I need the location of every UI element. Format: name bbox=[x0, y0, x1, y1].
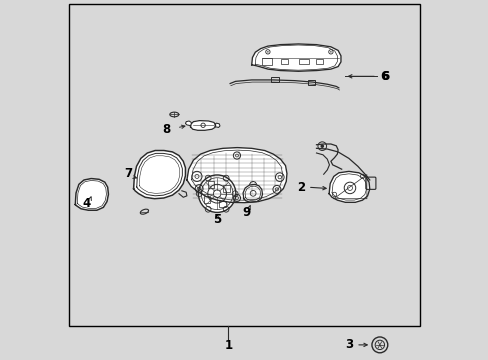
Bar bbox=[69, 4, 419, 326]
Polygon shape bbox=[190, 121, 215, 130]
Polygon shape bbox=[185, 121, 191, 126]
Text: 1: 1 bbox=[224, 339, 232, 352]
Bar bbox=[219, 201, 225, 207]
Text: 8: 8 bbox=[162, 123, 170, 136]
Text: 7: 7 bbox=[124, 167, 132, 180]
Bar bbox=[280, 59, 287, 64]
Bar bbox=[316, 59, 322, 64]
Circle shape bbox=[198, 175, 235, 212]
Polygon shape bbox=[75, 179, 108, 210]
Bar bbox=[307, 80, 314, 85]
Text: 9: 9 bbox=[242, 206, 250, 219]
Circle shape bbox=[329, 51, 331, 53]
Text: 4: 4 bbox=[82, 197, 91, 210]
Text: 6: 6 bbox=[380, 70, 388, 83]
Text: 3: 3 bbox=[344, 338, 352, 351]
Bar bbox=[271, 77, 278, 82]
Text: 2: 2 bbox=[297, 181, 305, 194]
Bar bbox=[207, 181, 214, 188]
Polygon shape bbox=[186, 148, 286, 203]
Bar bbox=[203, 197, 210, 203]
Polygon shape bbox=[133, 150, 185, 199]
Polygon shape bbox=[215, 123, 220, 127]
Text: 6: 6 bbox=[380, 70, 388, 83]
Polygon shape bbox=[243, 184, 262, 202]
Circle shape bbox=[320, 144, 324, 148]
Bar bbox=[298, 59, 309, 64]
Bar bbox=[223, 185, 229, 192]
Polygon shape bbox=[251, 44, 340, 71]
Text: 5: 5 bbox=[213, 213, 221, 226]
Polygon shape bbox=[328, 171, 369, 202]
Circle shape bbox=[266, 51, 268, 53]
Bar bbox=[261, 58, 271, 65]
